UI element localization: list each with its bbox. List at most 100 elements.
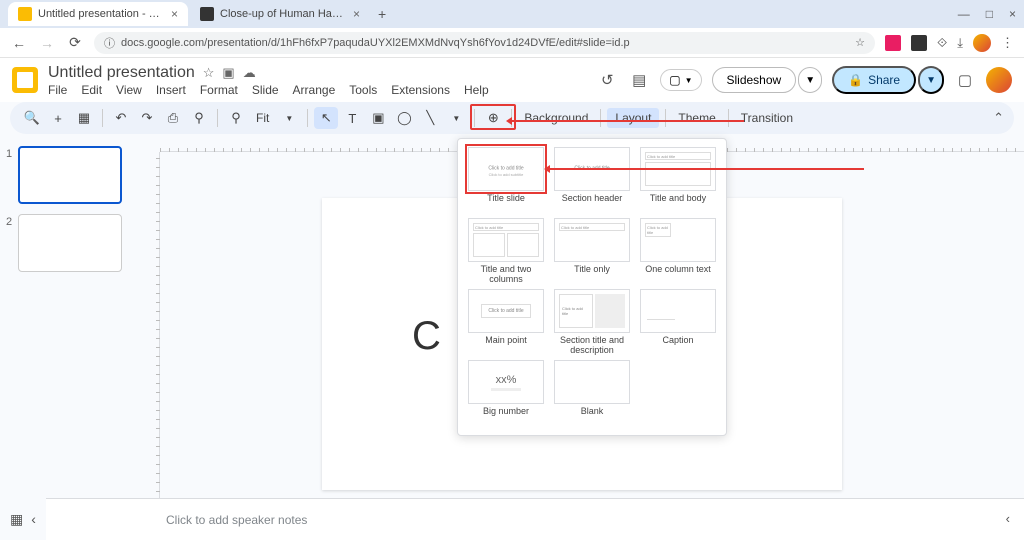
zoom-level[interactable]: Fit [250, 111, 275, 125]
browser-menu-icon[interactable]: ⋮ [1001, 35, 1014, 51]
browser-tab-inactive[interactable]: Close-up of Human Hand - Free × [190, 2, 370, 26]
redo-button[interactable]: ↷ [135, 107, 159, 129]
explore-icon[interactable]: ‹ [1006, 511, 1010, 526]
site-info-icon[interactable]: ⓘ [104, 35, 115, 51]
slideshow-button[interactable]: Slideshow [712, 67, 797, 93]
speaker-notes-bar[interactable]: Click to add speaker notes [46, 498, 1024, 540]
shape-tool[interactable]: ◯ [392, 107, 416, 129]
cloud-status-icon[interactable]: ☁ [243, 65, 256, 81]
close-window-button[interactable]: × [1009, 7, 1016, 21]
minimize-button[interactable]: — [958, 7, 970, 21]
menu-tools[interactable]: Tools [349, 83, 377, 97]
layout-option-big-number[interactable]: xx% Big number [466, 360, 546, 427]
layout-option-title-and-body[interactable]: Click to add title Title and body [638, 147, 718, 214]
layout-option-section-title-desc[interactable]: Click to add title Section title and des… [552, 289, 632, 356]
new-slide-button[interactable]: + [46, 107, 70, 129]
url-text: docs.google.com/presentation/d/1hFh6fxP7… [121, 37, 630, 49]
paint-format-button[interactable]: ⚲ [187, 107, 211, 129]
main-area: 1 2 C Click to add title Click to add su… [0, 138, 1024, 528]
move-icon[interactable]: ▣ [222, 65, 234, 81]
pexels-favicon [200, 7, 214, 21]
layout-option-main-point[interactable]: Click to add title Main point [466, 289, 546, 356]
camera-icon: ▢ [669, 73, 680, 87]
image-tool[interactable]: ▣ [366, 107, 390, 129]
toolbar: 🔍 + ▦ ↶ ↷ ⎙ ⚲ ⚲ Fit ▼ ↖ T ▣ ◯ ╲ ▼ ⊕ Back… [10, 102, 1014, 134]
share-dropdown[interactable]: ▼ [918, 66, 944, 94]
tab-close-icon[interactable]: × [171, 7, 178, 21]
user-avatar[interactable] [986, 67, 1012, 93]
back-button[interactable]: ← [10, 35, 28, 51]
downloads-icon[interactable]: ⤓ [957, 35, 963, 51]
layout-option-section-header[interactable]: Click to add title Section header [552, 147, 632, 214]
slide-thumbnail-1[interactable]: 1 [6, 146, 136, 204]
share-button[interactable]: 🔒Share [832, 66, 916, 94]
profile-avatar[interactable] [973, 34, 991, 52]
menu-insert[interactable]: Insert [156, 83, 186, 97]
line-tool[interactable]: ╲ [418, 107, 442, 129]
app-header: Untitled presentation ☆ ▣ ☁ File Edit Vi… [0, 58, 1024, 102]
zoom-out-button[interactable]: ⚲ [224, 107, 248, 129]
address-bar[interactable]: ⓘ docs.google.com/presentation/d/1hFh6fx… [94, 32, 875, 54]
lock-icon: 🔒 [848, 73, 863, 87]
layout-option-title-only[interactable]: Click to add title Title only [552, 218, 632, 285]
menu-format[interactable]: Format [200, 83, 238, 97]
comment-tool[interactable]: ⊕ [481, 107, 505, 129]
print-button[interactable]: ⎙ [161, 107, 185, 129]
history-icon[interactable]: ↺ [596, 69, 618, 91]
theme-button[interactable]: Theme [672, 111, 721, 125]
zoom-dropdown[interactable]: ▼ [277, 107, 301, 129]
transition-button[interactable]: Transition [735, 111, 799, 125]
menu-view[interactable]: View [116, 83, 142, 97]
menu-extensions[interactable]: Extensions [391, 83, 450, 97]
thumbnail-image [18, 214, 122, 272]
star-icon[interactable]: ☆ [203, 65, 215, 81]
layout-option-two-columns[interactable]: Click to add title Title and two columns [466, 218, 546, 285]
title-area: Untitled presentation ☆ ▣ ☁ File Edit Vi… [48, 64, 489, 97]
layout-button[interactable]: Layout [607, 108, 659, 128]
document-title[interactable]: Untitled presentation [48, 64, 195, 82]
undo-button[interactable]: ↶ [109, 107, 133, 129]
cursor-tool[interactable]: ↖ [314, 107, 338, 129]
forward-button[interactable]: → [38, 35, 56, 51]
textbox-tool[interactable]: T [340, 107, 364, 129]
new-slide-with-layout[interactable]: ▦ [72, 107, 96, 129]
tab-title: Untitled presentation - Google [38, 8, 163, 20]
slideshow-dropdown[interactable]: ▼ [798, 67, 822, 93]
menu-arrange[interactable]: Arrange [293, 83, 336, 97]
layout-option-caption[interactable]: Caption [638, 289, 718, 356]
comments-icon[interactable]: ▤ [628, 69, 650, 91]
hide-panel-icon[interactable]: ▢ [954, 69, 976, 91]
reload-button[interactable]: ⟳ [66, 34, 84, 51]
slide-canvas-area: C Click to add title Click to add subtit… [142, 138, 1024, 528]
extension-icon-2[interactable] [911, 35, 927, 51]
layout-option-one-column[interactable]: Click to add title One column text [638, 218, 718, 285]
line-dropdown[interactable]: ▼ [444, 107, 468, 129]
browser-nav-bar: ← → ⟳ ⓘ docs.google.com/presentation/d/1… [0, 28, 1024, 58]
extension-icons: ⟐ ⤓ ⋮ [885, 34, 1014, 52]
layout-option-blank[interactable]: Blank [552, 360, 632, 427]
record-button[interactable]: ▢▼ [660, 69, 701, 91]
slide-content-text: C [412, 314, 441, 359]
menu-bar: File Edit View Insert Format Slide Arran… [48, 83, 489, 97]
extension-icon-1[interactable] [885, 35, 901, 51]
collapse-panel-icon[interactable]: ‹ [31, 511, 36, 527]
grid-view-icon[interactable]: ▦ [10, 511, 23, 528]
extensions-menu-icon[interactable]: ⟐ [937, 35, 947, 51]
new-tab-button[interactable]: + [378, 6, 386, 22]
menu-slide[interactable]: Slide [252, 83, 279, 97]
slide-thumbnail-2[interactable]: 2 [6, 214, 136, 272]
header-right-controls: ↺ ▤ ▢▼ Slideshow ▼ 🔒Share ▼ ▢ [596, 66, 1012, 94]
background-button[interactable]: Background [518, 111, 594, 125]
maximize-button[interactable]: □ [986, 7, 993, 21]
slides-logo[interactable] [12, 67, 38, 93]
browser-tab-active[interactable]: Untitled presentation - Google × [8, 2, 188, 26]
slide-number: 1 [6, 146, 18, 204]
layout-option-title-slide[interactable]: Click to add title Click to add subtitle… [466, 147, 546, 214]
collapse-toolbar-icon[interactable]: ⌃ [993, 110, 1004, 126]
tab-close-icon[interactable]: × [353, 7, 360, 21]
search-icon[interactable]: 🔍 [20, 107, 44, 129]
menu-edit[interactable]: Edit [81, 83, 102, 97]
bookmark-icon[interactable]: ☆ [855, 36, 865, 49]
menu-file[interactable]: File [48, 83, 67, 97]
menu-help[interactable]: Help [464, 83, 489, 97]
